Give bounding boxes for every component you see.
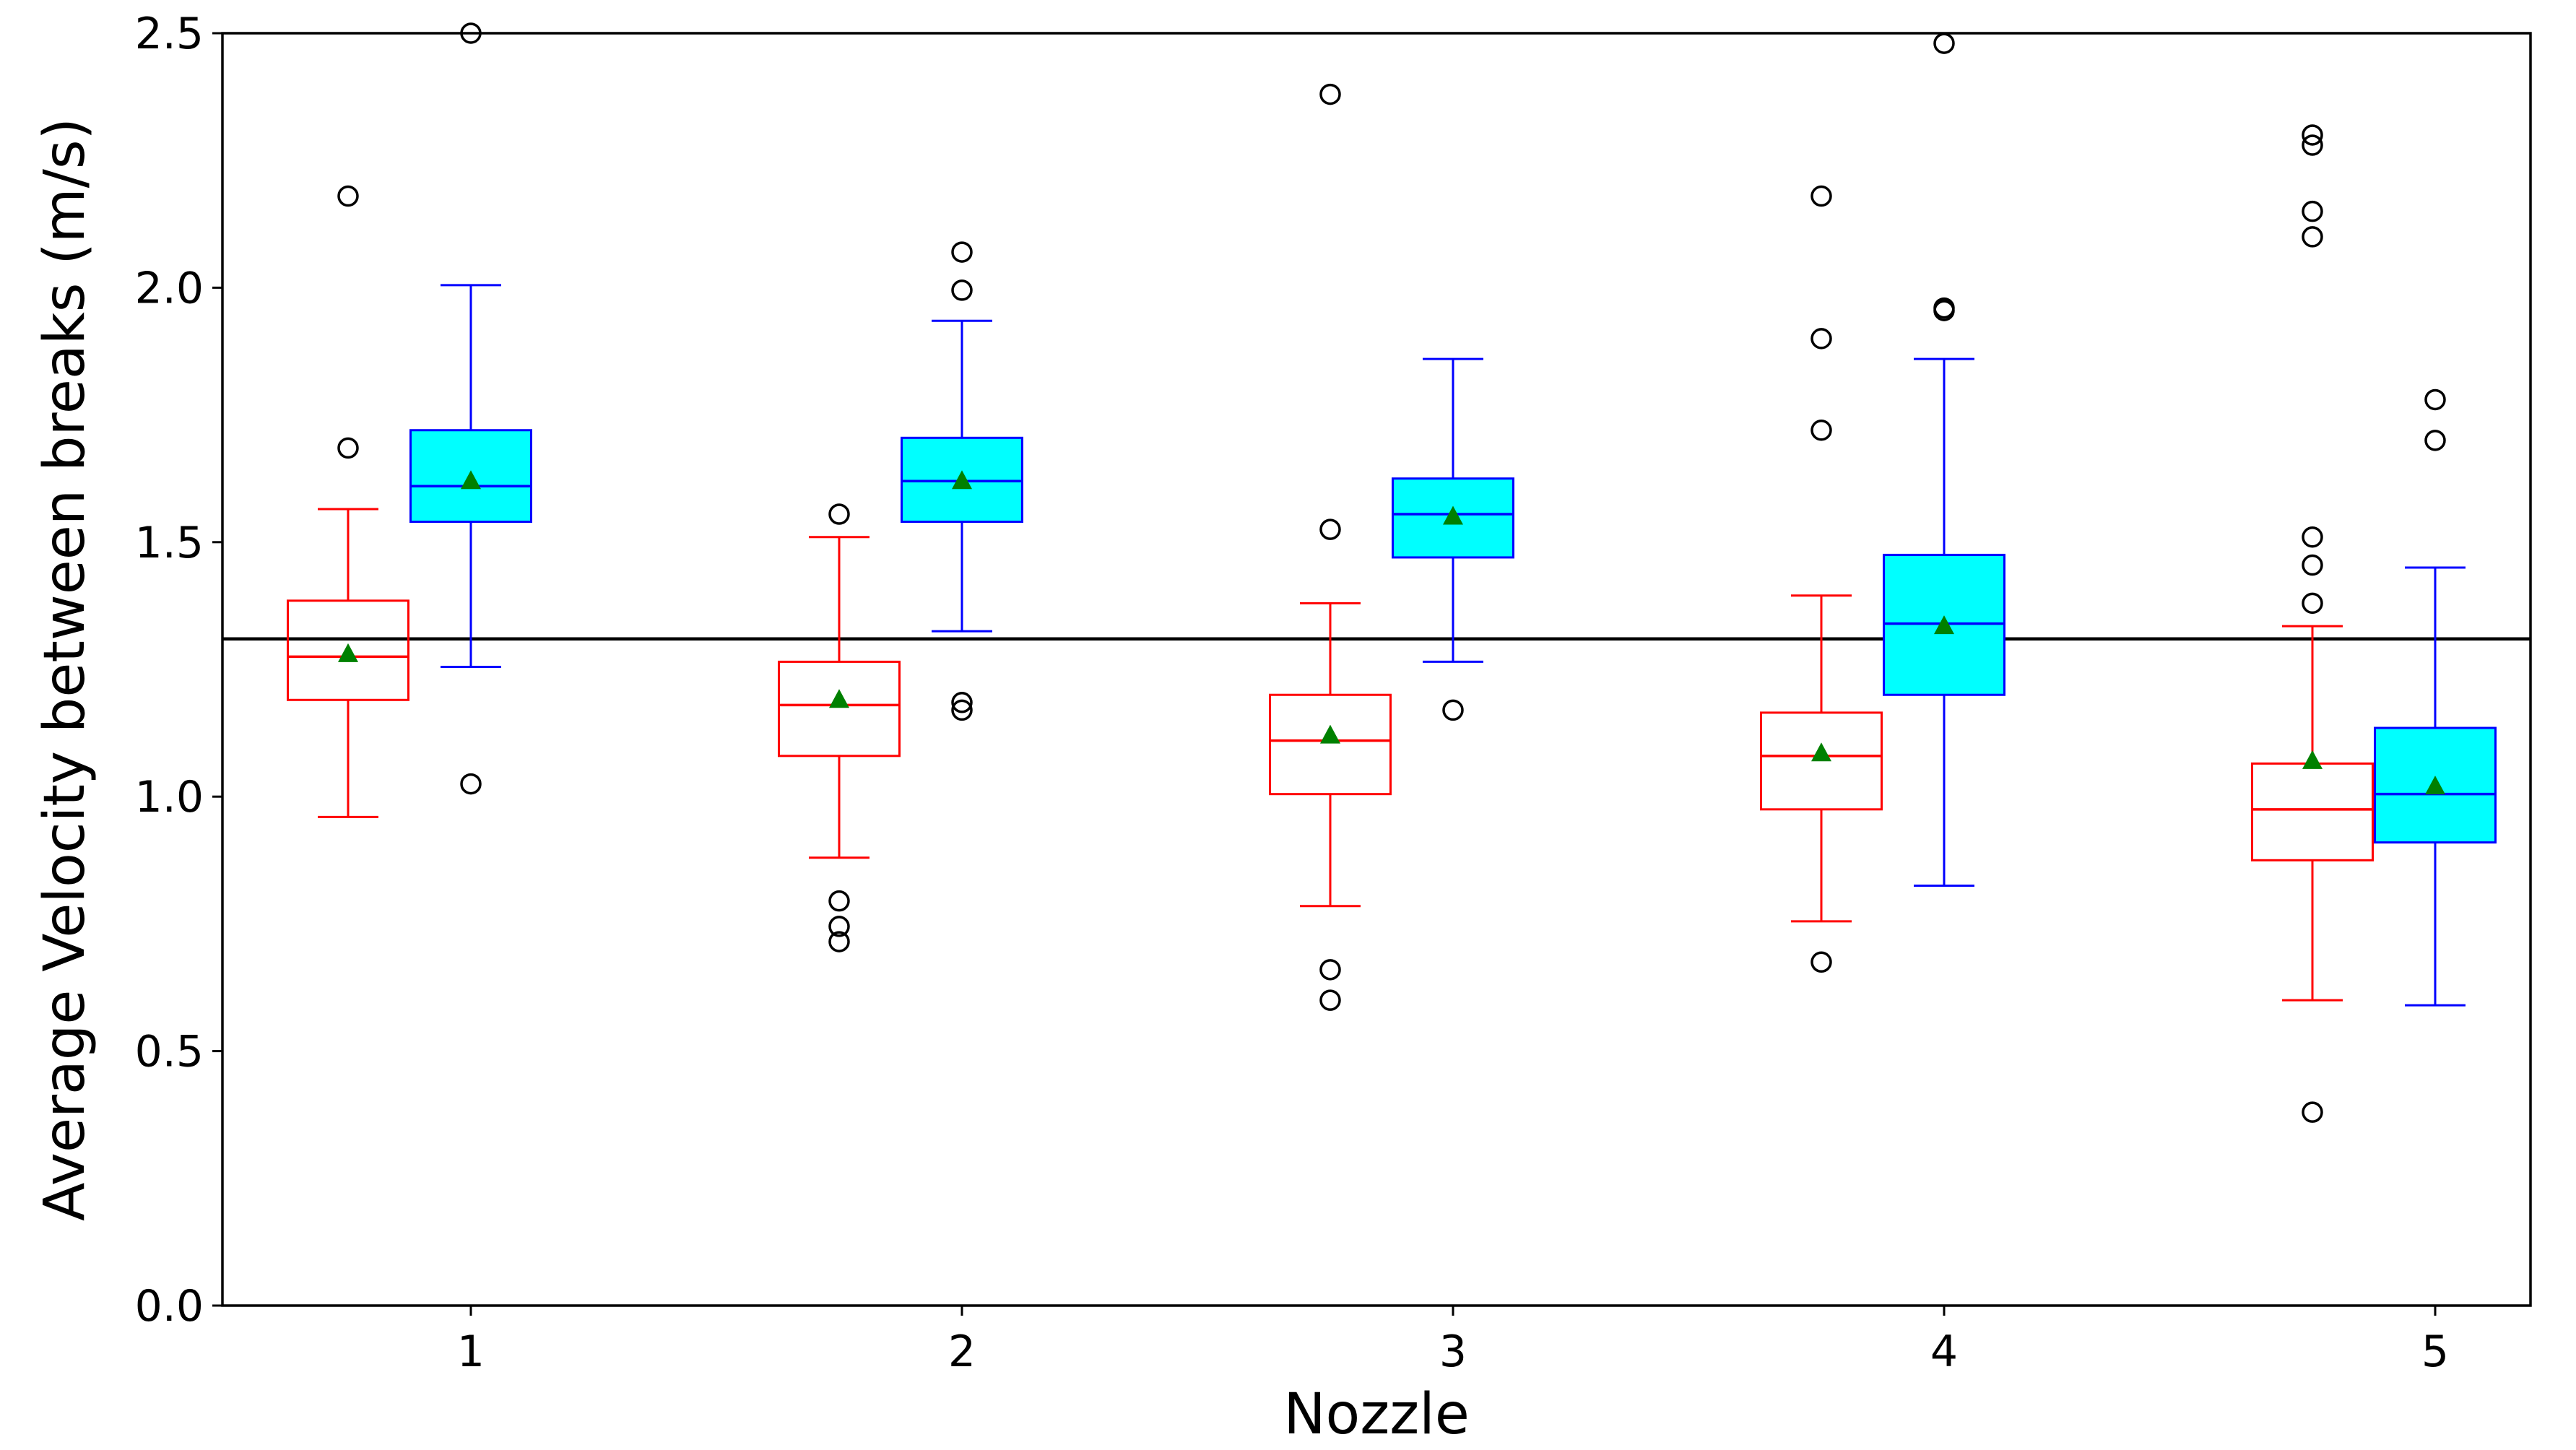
red-outlier-point (828, 890, 850, 912)
blue-outlier-point (951, 692, 973, 713)
blue-mean-marker (2425, 776, 2445, 795)
red-outlier-point (2302, 124, 2323, 146)
red-outlier-point (1810, 328, 1832, 350)
blue-box-group-4 (1883, 32, 2005, 887)
red-outlier-point (1810, 951, 1832, 973)
blue-outlier-point (1933, 297, 1955, 319)
red-box (1760, 711, 1883, 811)
red-mean-marker (2302, 750, 2323, 769)
y-tick-label: 2.5 (135, 9, 204, 59)
red-mean-marker (1811, 742, 1831, 762)
y-tick-label: 1.5 (135, 518, 204, 568)
blue-box-group-2 (901, 241, 1023, 721)
blue-outlier-point (951, 699, 973, 721)
y-tick-label: 1.0 (135, 772, 204, 822)
blue-outlier-point (460, 22, 482, 44)
x-tick-label: 4 (1930, 1327, 1958, 1377)
blue-outlier-point (460, 773, 482, 795)
red-outlier-point (1319, 83, 1341, 105)
red-outlier-point (828, 503, 850, 525)
red-outlier-point (2302, 592, 2323, 615)
blue-box (2374, 726, 2497, 844)
red-mean-marker (1320, 724, 1340, 744)
blue-outlier-point (951, 279, 973, 301)
red-outlier-point (1319, 989, 1341, 1011)
red-box (778, 660, 901, 757)
blue-mean-marker (461, 470, 481, 490)
red-outlier-point (1810, 419, 1832, 441)
red-box-group-4 (1760, 185, 1883, 973)
blue-outlier-point (1933, 32, 1955, 54)
blue-outlier-point (2424, 430, 2446, 451)
blue-box-group-1 (409, 22, 532, 795)
red-outlier-point (828, 916, 850, 937)
red-mean-marker (338, 643, 358, 662)
y-tick-label: 0.0 (135, 1281, 204, 1332)
red-box-group-1 (287, 185, 409, 818)
red-box-group-2 (778, 503, 901, 952)
blue-outlier-point (1442, 699, 1464, 721)
red-outlier-point (2302, 1101, 2323, 1123)
blue-mean-marker (952, 470, 972, 490)
red-outlier-point (2302, 200, 2323, 222)
x-tick-label: 2 (948, 1327, 976, 1377)
blue-mean-marker (1443, 505, 1463, 525)
blue-mean-marker (1934, 615, 1954, 635)
x-tick-label: 1 (457, 1327, 485, 1377)
red-outlier-point (1810, 185, 1832, 207)
x-axis-title: Nozzle (1283, 1382, 1470, 1447)
x-tick-label: 5 (2421, 1327, 2449, 1377)
y-axis: 0.0 0.5 1.0 1.5 2.0 2.5 (135, 9, 222, 1332)
x-axis: 1 2 3 4 5 (457, 1306, 2449, 1377)
red-outlier-point (2302, 554, 2323, 576)
red-box (287, 599, 409, 701)
red-box-group-5 (2251, 124, 2374, 1123)
red-outlier-point (2302, 226, 2323, 248)
red-outlier-point (337, 185, 359, 207)
blue-outlier-point (2424, 388, 2446, 411)
red-box-group-3 (1269, 83, 1392, 1011)
plot-area (221, 32, 2532, 1307)
red-outlier-point (1319, 518, 1341, 540)
red-outlier-point (337, 437, 359, 459)
x-tick-label: 3 (1439, 1327, 1467, 1377)
red-box (1269, 693, 1392, 796)
y-axis-title: Average Velocity between breaks (m/s) (32, 118, 97, 1221)
red-outlier-point (1319, 959, 1341, 981)
box-series-group (287, 22, 2497, 1123)
y-tick-label: 2.0 (135, 263, 204, 313)
red-outlier-point (2302, 134, 2323, 156)
red-outlier-point (2302, 526, 2323, 548)
blue-box-group-5 (2374, 388, 2497, 1007)
red-mean-marker (829, 689, 849, 708)
blue-outlier-point (951, 241, 973, 263)
red-outlier-point (828, 931, 850, 952)
y-tick-label: 0.5 (135, 1027, 204, 1077)
blue-box-group-3 (1392, 357, 1514, 721)
